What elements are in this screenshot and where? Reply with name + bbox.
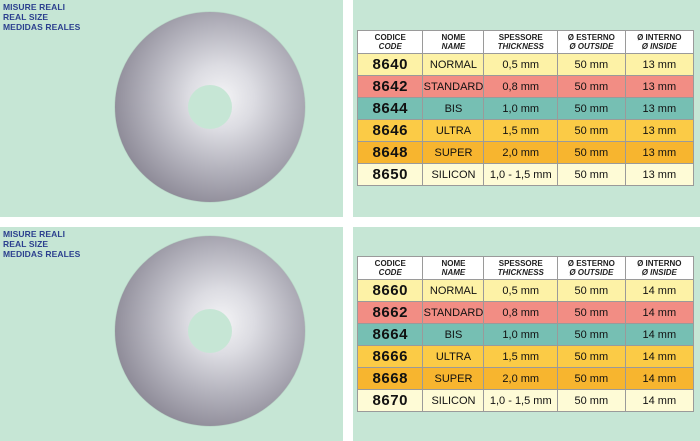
thickness-cell: 2,0 mm: [483, 367, 559, 390]
table-row: 8662 STANDARD 0,8 mm 50 mm 14 mm: [356, 301, 695, 324]
size-label-en: REAL SIZE: [3, 12, 49, 22]
name-cell: STANDARD: [422, 301, 485, 324]
name-cell: NORMAL: [422, 53, 485, 76]
name-cell: SILICON: [422, 163, 485, 186]
size-label-es: MEDIDAS REALES: [3, 249, 81, 259]
code-cell: 8646: [356, 119, 424, 142]
size-label-en: REAL SIZE: [3, 239, 49, 249]
table-row: 8646 ULTRA 1,5 mm 50 mm 13 mm: [356, 119, 695, 142]
table-header-row: CODICE CODE NOME NAME SPESSORE THICKNESS Ø …: [356, 256, 695, 280]
disc-hole: [188, 309, 232, 353]
code-cell: 8644: [356, 97, 424, 120]
disc-13mm-image: [115, 12, 305, 202]
thickness-cell: 2,0 mm: [483, 141, 559, 164]
table-row: 8640 NORMAL 0,5 mm 50 mm 13 mm: [356, 53, 695, 76]
name-cell: NORMAL: [422, 279, 485, 302]
name-cell: SUPER: [422, 141, 485, 164]
code-cell: 8666: [356, 345, 424, 368]
table-row: 8648 SUPER 2,0 mm 50 mm 13 mm: [356, 141, 695, 164]
outside-diameter-cell: 50 mm: [557, 345, 626, 368]
thickness-cell: 1,0 - 1,5 mm: [483, 389, 559, 412]
name-cell: STANDARD: [422, 75, 485, 98]
table-row: 8660 NORMAL 0,5 mm 50 mm 14 mm: [356, 279, 695, 302]
outside-diameter-cell: 50 mm: [557, 389, 626, 412]
thickness-cell: 1,0 - 1,5 mm: [483, 163, 559, 186]
header-name: NOME NAME: [422, 30, 485, 54]
table-row: 8650 SILICON 1,0 - 1,5 mm 50 mm 13 mm: [356, 163, 695, 186]
outside-diameter-cell: 50 mm: [557, 97, 626, 120]
inside-diameter-cell: 13 mm: [624, 119, 695, 142]
code-cell: 8662: [356, 301, 424, 324]
name-cell: ULTRA: [422, 119, 485, 142]
inside-diameter-cell: 14 mm: [624, 345, 695, 368]
table-row: 8644 BIS 1,0 mm 50 mm 13 mm: [356, 97, 695, 120]
code-cell: 8650: [356, 163, 424, 186]
outside-diameter-cell: 50 mm: [557, 75, 626, 98]
thickness-cell: 0,8 mm: [483, 75, 559, 98]
real-size-label: MISURE REALI REAL SIZE MEDIDAS REALES: [3, 2, 80, 32]
code-cell: 8660: [356, 279, 424, 302]
spec-table-14mm: CODICE CODE NOME NAME SPESSORE THICKNESS Ø …: [356, 256, 695, 412]
thickness-cell: 0,5 mm: [483, 279, 559, 302]
outside-diameter-cell: 50 mm: [557, 163, 626, 186]
name-cell: BIS: [422, 97, 485, 120]
inside-diameter-cell: 14 mm: [624, 367, 695, 390]
code-cell: 8642: [356, 75, 424, 98]
thickness-cell: 1,5 mm: [483, 345, 559, 368]
name-cell: ULTRA: [422, 345, 485, 368]
code-cell: 8640: [356, 53, 424, 76]
inside-diameter-cell: 13 mm: [624, 97, 695, 120]
code-cell: 8668: [356, 367, 424, 390]
name-cell: SUPER: [422, 367, 485, 390]
inside-diameter-cell: 13 mm: [624, 53, 695, 76]
real-size-label: MISURE REALI REAL SIZE MEDIDAS REALES: [3, 229, 80, 259]
thickness-cell: 0,8 mm: [483, 301, 559, 324]
header-outside: Ø ESTERNO Ø OUTSIDE: [557, 30, 626, 54]
thickness-cell: 1,0 mm: [483, 97, 559, 120]
header-thickness: SPESSORE THICKNESS: [483, 30, 559, 54]
header-thickness: SPESSORE THICKNESS: [483, 256, 559, 280]
header-name: NOME NAME: [422, 256, 485, 280]
code-cell: 8664: [356, 323, 424, 346]
inside-diameter-cell: 13 mm: [624, 141, 695, 164]
spec-table-13mm: CODICE CODE NOME NAME SPESSORE THICKNESS Ø …: [356, 30, 695, 186]
table-row: 8670 SILICON 1,0 - 1,5 mm 50 mm 14 mm: [356, 389, 695, 412]
code-cell: 8648: [356, 141, 424, 164]
inside-diameter-cell: 14 mm: [624, 279, 695, 302]
size-label-it: MISURE REALI: [3, 2, 66, 12]
table-row: 8642 STANDARD 0,8 mm 50 mm 13 mm: [356, 75, 695, 98]
name-cell: BIS: [422, 323, 485, 346]
inside-diameter-cell: 14 mm: [624, 389, 695, 412]
header-inside: Ø INTERNO Ø INSIDE: [624, 30, 695, 54]
inside-diameter-cell: 14 mm: [624, 323, 695, 346]
outside-diameter-cell: 50 mm: [557, 141, 626, 164]
size-label-it: MISURE REALI: [3, 229, 66, 239]
header-inside: Ø INTERNO Ø INSIDE: [624, 256, 695, 280]
outside-diameter-cell: 50 mm: [557, 279, 626, 302]
table-row: 8668 SUPER 2,0 mm 50 mm 14 mm: [356, 367, 695, 390]
table-row: 8664 BIS 1,0 mm 50 mm 14 mm: [356, 323, 695, 346]
outside-diameter-cell: 50 mm: [557, 301, 626, 324]
outside-diameter-cell: 50 mm: [557, 323, 626, 346]
code-cell: 8670: [356, 389, 424, 412]
inside-diameter-cell: 13 mm: [624, 75, 695, 98]
header-code: CODICE CODE: [356, 30, 424, 54]
thickness-cell: 0,5 mm: [483, 53, 559, 76]
inside-diameter-cell: 14 mm: [624, 301, 695, 324]
table-row: 8666 ULTRA 1,5 mm 50 mm 14 mm: [356, 345, 695, 368]
name-cell: SILICON: [422, 389, 485, 412]
outside-diameter-cell: 50 mm: [557, 367, 626, 390]
outside-diameter-cell: 50 mm: [557, 53, 626, 76]
disc-14mm-image: [115, 236, 305, 426]
table-header-row: CODICE CODE NOME NAME SPESSORE THICKNESS Ø …: [356, 30, 695, 54]
disc-hole: [188, 85, 232, 129]
header-code: CODICE CODE: [356, 256, 424, 280]
thickness-cell: 1,0 mm: [483, 323, 559, 346]
size-label-es: MEDIDAS REALES: [3, 22, 81, 32]
header-outside: Ø ESTERNO Ø OUTSIDE: [557, 256, 626, 280]
outside-diameter-cell: 50 mm: [557, 119, 626, 142]
inside-diameter-cell: 13 mm: [624, 163, 695, 186]
thickness-cell: 1,5 mm: [483, 119, 559, 142]
